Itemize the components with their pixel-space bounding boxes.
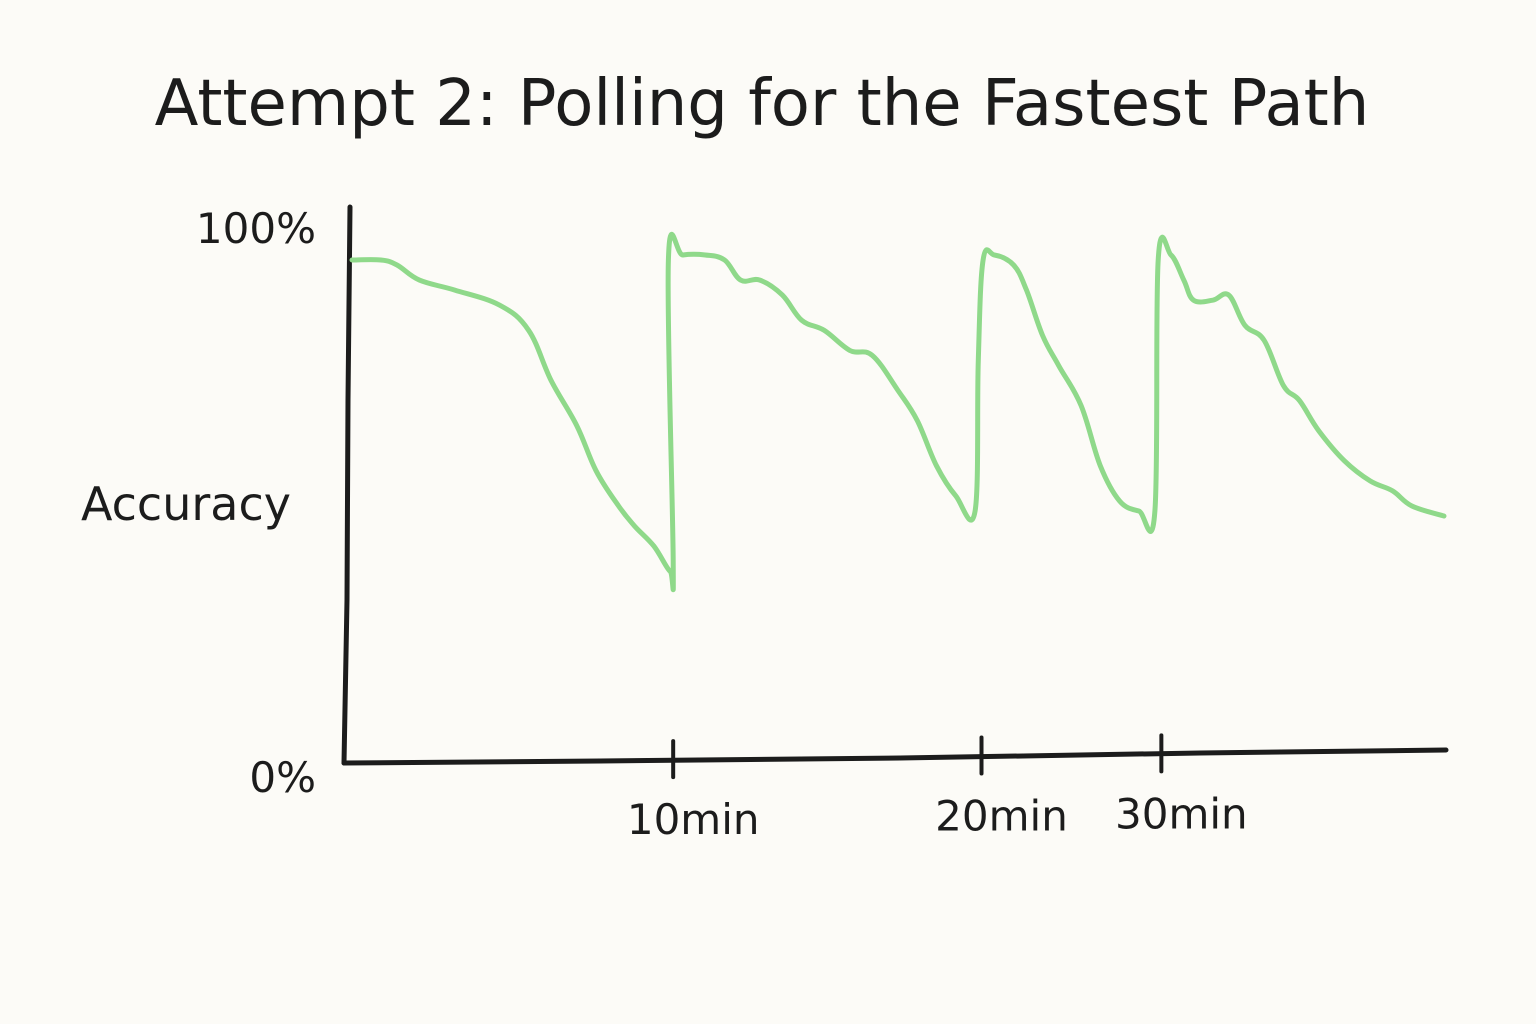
y-tick-label: 100% <box>196 204 316 253</box>
chart-title: Attempt 2: Polling for the Fastest Path <box>155 67 1370 141</box>
y-tick-label: 0% <box>249 753 316 802</box>
x-axis <box>341 747 1449 766</box>
accuracy-series-line <box>349 231 1447 593</box>
y-axis-label: Accuracy <box>81 477 291 531</box>
x-tick-label: 30min <box>1115 789 1248 838</box>
axes <box>341 204 1449 766</box>
series-group <box>349 231 1447 593</box>
y-axis <box>341 204 353 766</box>
x-tick-label: 20min <box>935 791 1068 840</box>
ticks: 10min 20min 30min 0% 100% <box>196 204 1248 844</box>
x-tick-label: 10min <box>627 795 760 844</box>
